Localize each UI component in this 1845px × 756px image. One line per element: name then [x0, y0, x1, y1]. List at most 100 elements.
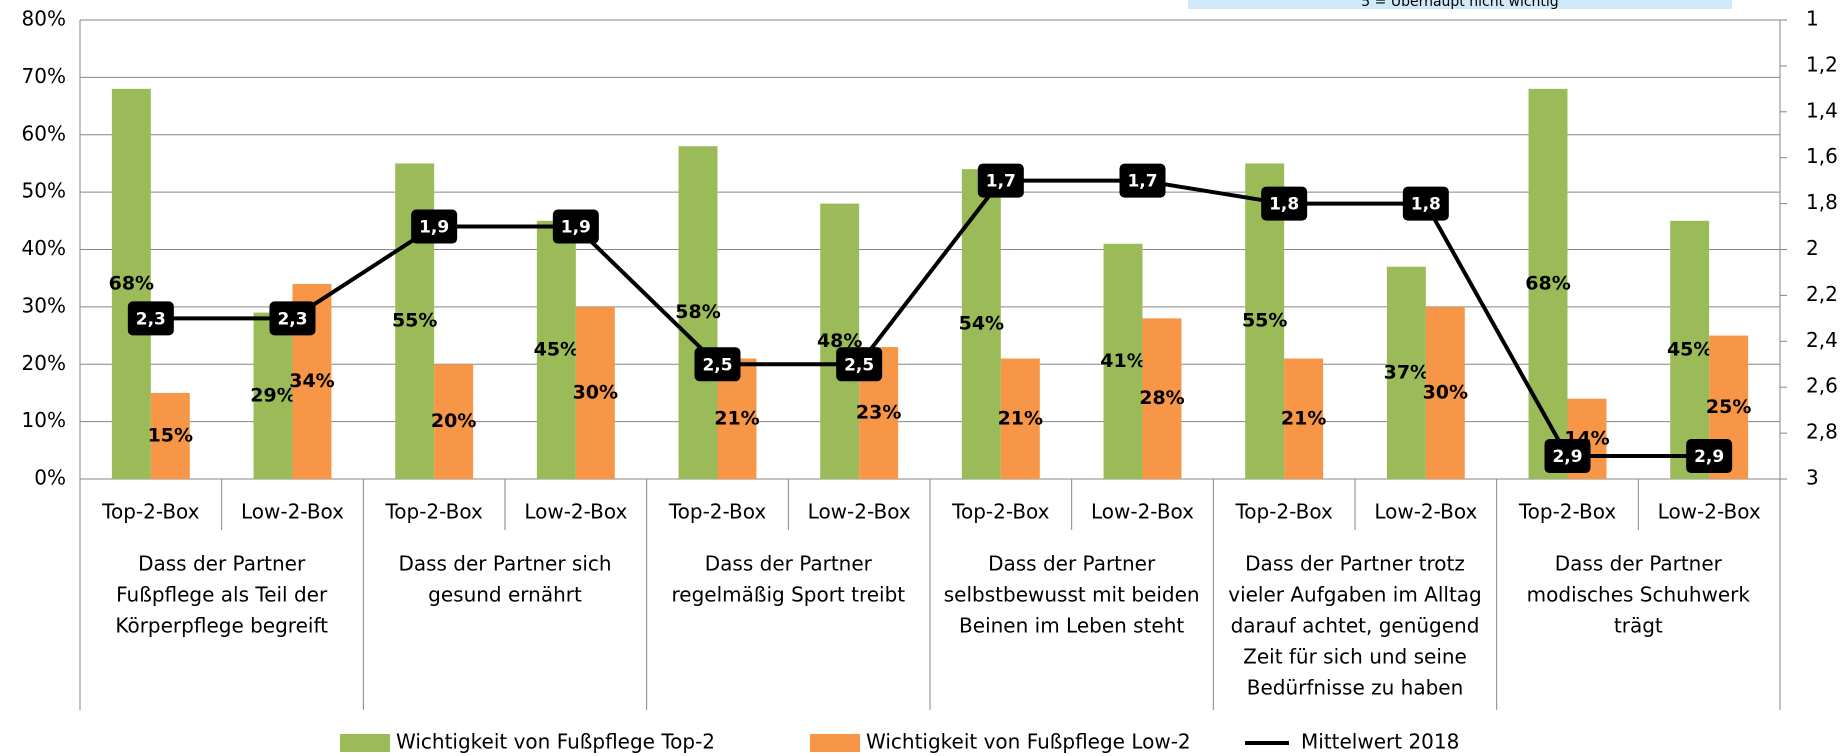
data-label: 2,3 [277, 309, 307, 329]
group-label: Dass der Partner sich [398, 552, 611, 576]
data-label: 45% [534, 338, 579, 360]
line [150, 178, 1710, 459]
data-label: 45% [1667, 338, 1712, 360]
y2-tick-label: 1,2 [1806, 52, 1838, 76]
data-label: 20% [431, 410, 476, 432]
x-tick-label: Low-2-Box [524, 500, 627, 524]
bar [1425, 306, 1465, 479]
point-marker [1261, 186, 1308, 221]
y-tick-label: 20% [22, 351, 66, 375]
bar [434, 364, 474, 479]
y2-tick-label: 1 [1806, 7, 1819, 31]
y-tick-label: 0% [34, 466, 66, 490]
y-tick-label: 50% [22, 179, 66, 203]
legend-swatch [810, 734, 860, 752]
group-label: Körperpflege begreift [115, 614, 328, 638]
data-label: 1,7 [986, 172, 1016, 192]
group-label: Zeit für sich und seine [1243, 645, 1467, 669]
bar [1103, 243, 1143, 479]
bar [1670, 220, 1710, 479]
data-label: 25% [1706, 396, 1751, 418]
y2-tick-label: 1,4 [1806, 98, 1838, 122]
bar [536, 220, 576, 479]
y-tick-label: 40% [22, 236, 66, 260]
y2-tick-label: 2,4 [1806, 328, 1838, 352]
data-label: 2,3 [136, 309, 166, 329]
point-marker [411, 209, 458, 244]
y2-tick-label: 2,2 [1806, 282, 1838, 306]
group-label: selbstbewusst mit beiden [944, 583, 1200, 607]
bar [1386, 266, 1426, 479]
data-label: 2,9 [1552, 447, 1582, 467]
bar [1284, 358, 1324, 479]
y-tick-label: 60% [22, 121, 66, 145]
y-tick-label: 30% [22, 293, 66, 317]
data-label: 30% [573, 381, 618, 403]
x-tick-label: Low-2-Box [1091, 500, 1194, 524]
point-marker [1119, 163, 1166, 198]
group-label: modisches Schuhwerk [1527, 583, 1751, 607]
data-label: 29% [250, 384, 295, 406]
point-marker [269, 301, 316, 336]
legend-label: Wichtigkeit von Fußpflege Low-2 [866, 730, 1191, 754]
data-label: 2,9 [1694, 447, 1724, 467]
legend-label: Wichtigkeit von Fußpflege Top-2 [396, 730, 715, 754]
y2-tick-label: 2 [1806, 236, 1819, 260]
data-label: 68% [109, 272, 154, 294]
y-tick-label: 80% [22, 7, 66, 31]
bar [575, 306, 615, 479]
bar [1000, 358, 1040, 479]
x-tick-label: Low-2-Box [241, 500, 344, 524]
data-label: 48% [817, 330, 862, 352]
y-tick-label: 10% [22, 408, 66, 432]
data-label: 34% [289, 370, 334, 392]
data-label: 68% [1525, 272, 1570, 294]
x-tick-label: Low-2-Box [1658, 500, 1761, 524]
point-marker [127, 301, 174, 336]
y2-tick-label: 2,6 [1806, 374, 1838, 398]
data-label: 1,9 [419, 218, 449, 238]
data-label: 1,7 [1127, 172, 1157, 192]
legend-label: Mittelwert 2018 [1301, 730, 1459, 754]
group-label: vieler Aufgaben im Alltag [1228, 583, 1482, 607]
group-label: gesund ernährt [428, 583, 582, 607]
x-tick-label: Low-2-Box [1374, 500, 1477, 524]
point-marker [1686, 439, 1733, 474]
data-label: 55% [1242, 310, 1287, 332]
data-label: 58% [675, 301, 720, 323]
group-label: Dass der Partner [138, 552, 306, 576]
y2-tick-label: 1,6 [1806, 144, 1838, 168]
point-marker [1402, 186, 1449, 221]
group-label: Dass der Partner [1555, 552, 1723, 576]
y-tick-label: 70% [22, 64, 66, 88]
group-label: Dass der Partner [988, 552, 1156, 576]
data-label: 2,5 [844, 355, 874, 375]
legend-swatch [340, 734, 390, 752]
data-label: 23% [856, 402, 901, 424]
group-label: darauf achtet, genügend [1231, 614, 1480, 638]
x-tick-label: Top-2-Box [668, 500, 767, 524]
data-label: 1,8 [1269, 195, 1299, 215]
bar [111, 88, 151, 479]
group-label: Fußpflege als Teil der [116, 583, 328, 607]
group-label: Dass der Partner [705, 552, 873, 576]
data-label: 1,9 [561, 218, 591, 238]
x-tick-label: Top-2-Box [101, 500, 200, 524]
annotation: 5 = Überhaupt nicht wichtig [1361, 0, 1558, 10]
x-tick-label: Top-2-Box [384, 500, 483, 524]
annotation-box [1188, 0, 1732, 9]
data-label: 21% [998, 407, 1043, 429]
data-label: 2,5 [702, 355, 732, 375]
point-marker [694, 347, 741, 382]
bar [1142, 318, 1182, 479]
y2-tick-label: 1,8 [1806, 190, 1838, 214]
group-label: Bedürfnisse zu haben [1247, 676, 1464, 700]
y2-tick-label: 2,8 [1806, 420, 1838, 444]
bar [820, 203, 860, 479]
point-marker [977, 163, 1024, 198]
data-label: 55% [392, 310, 437, 332]
point-marker [552, 209, 599, 244]
x-tick-label: Top-2-Box [951, 500, 1050, 524]
data-label: 30% [1423, 381, 1468, 403]
data-label: 41% [1100, 350, 1145, 372]
